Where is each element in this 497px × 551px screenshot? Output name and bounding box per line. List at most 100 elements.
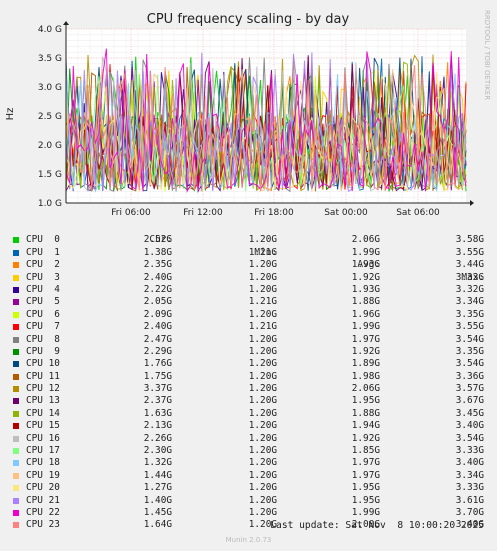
- col-avg-header: Avg:: [357, 259, 380, 271]
- legend-row: CPU 21 1.40G 1.20G 1.95G 3.61G: [0, 495, 497, 507]
- legend-avg-value: 1.99G: [351, 246, 380, 258]
- legend-row: CPU 9 2.29G 1.20G 1.92G 3.35G: [0, 346, 497, 358]
- legend-swatch: [13, 348, 19, 355]
- legend-cpu-name: CPU 14: [26, 407, 60, 419]
- legend-avg-value: 1.92G: [351, 345, 380, 357]
- legend-cur-value: 2.29G: [143, 345, 172, 357]
- legend-swatch: [13, 509, 19, 516]
- legend-row: CPU 2 2.35G 1.20G 1.93G 3.44G: [0, 259, 497, 271]
- legend-avg-value: 1.93G: [351, 259, 380, 271]
- legend-avg-value: 2.06G: [351, 383, 380, 395]
- series-line-cpu-15: [65, 64, 467, 191]
- legend-cur-value: 1.64G: [143, 519, 172, 531]
- legend-row: CPU 12 3.37G 1.20G 2.06G 3.57G: [0, 383, 497, 395]
- legend-max-value: 3.57G: [455, 383, 484, 395]
- legend-cpu-name: CPU 5: [26, 296, 60, 308]
- legend-row: CPU 3 2.40G 1.20G 1.92G 3.33G: [0, 272, 497, 284]
- legend-swatch: [13, 286, 19, 293]
- legend-row: CPU 11 1.75G 1.20G 1.98G 3.36G: [0, 371, 497, 383]
- legend-row: CPU 20 1.27G 1.20G 1.95G 3.33G: [0, 482, 497, 494]
- legend-cur-value: 2.40G: [143, 271, 172, 283]
- col-max-header: Max:: [461, 271, 484, 283]
- series-line-cpu-22: [65, 48, 467, 193]
- y-tick-label: 1.5 G: [38, 170, 62, 180]
- y-axis-label: Hz: [5, 108, 16, 121]
- legend-swatch: [13, 311, 19, 318]
- legend-max-value: 3.54G: [455, 432, 484, 444]
- legend-min-value: 1.20G: [248, 519, 277, 531]
- legend-swatch: [13, 497, 19, 504]
- legend-cur-value: 2.05G: [143, 296, 172, 308]
- legend-swatch: [13, 373, 19, 380]
- legend-max-value: 3.36G: [455, 370, 484, 382]
- legend-max-value: 3.40G: [455, 420, 484, 432]
- legend-swatch: [13, 423, 19, 430]
- legend-row: CPU 0 2.52G 1.20G 2.06G 3.58G: [0, 234, 497, 246]
- legend-table: Cur: Min: Avg: Max: CPU 0 2.52G 1.20G 2.06G…: [0, 222, 497, 532]
- legend-min-value: 1.20G: [248, 358, 277, 370]
- legend-cur-value: 2.30G: [143, 445, 172, 457]
- legend-row: CPU 19 1.44G 1.20G 1.97G 3.34G: [0, 470, 497, 482]
- col-min-header: Min:: [254, 246, 277, 258]
- legend-cpu-name: CPU 23: [26, 519, 60, 531]
- series-lines: [65, 48, 467, 193]
- legend-max-value: 3.35G: [455, 308, 484, 320]
- legend-cur-value: 2.09G: [143, 308, 172, 320]
- legend-max-value: 3.70G: [455, 506, 484, 518]
- legend-max-value: 3.40G: [455, 457, 484, 469]
- legend-avg-value: 1.88G: [351, 296, 380, 308]
- legend-avg-value: 1.99G: [351, 321, 380, 333]
- legend-min-value: 1.20G: [248, 283, 277, 295]
- legend-avg-value: 1.92G: [351, 432, 380, 444]
- legend-cur-value: 2.26G: [143, 432, 172, 444]
- legend-avg-value: 1.96G: [351, 308, 380, 320]
- legend-row: CPU 4 2.22G 1.20G 1.93G 3.32G: [0, 284, 497, 296]
- legend-cpu-name: CPU 10: [26, 358, 60, 370]
- series-line-cpu-23: [65, 65, 467, 192]
- legend-max-value: 3.58G: [455, 234, 484, 246]
- legend-max-value: 3.35G: [455, 345, 484, 357]
- legend-swatch: [13, 361, 19, 368]
- legend-max-value: 3.54G: [455, 358, 484, 370]
- legend-cpu-name: CPU 13: [26, 395, 60, 407]
- legend-cpu-name: CPU 6: [26, 308, 60, 320]
- legend-max-value: 3.61G: [455, 494, 484, 506]
- legend-max-value: 3.33G: [455, 445, 484, 457]
- legend-row: CPU 22 1.45G 1.20G 1.99G 3.70G: [0, 507, 497, 519]
- legend-cpu-name: CPU 18: [26, 457, 60, 469]
- legend-cpu-name: CPU 17: [26, 445, 60, 457]
- legend-avg-value: 2.00G: [351, 519, 380, 531]
- legend-avg-value: 2.06G: [351, 234, 380, 246]
- legend-rows: CPU 0 2.52G 1.20G 2.06G 3.58G CPU 1 1.38G 1.21G…: [0, 234, 497, 531]
- legend-avg-value: 1.97G: [351, 469, 380, 481]
- legend-cur-value: 1.40G: [143, 494, 172, 506]
- legend-cur-value: 1.75G: [143, 370, 172, 382]
- y-tick-label: 2.0 G: [38, 141, 62, 151]
- y-axis-arrow: [63, 21, 69, 25]
- x-tick-label: Fri 12:00: [183, 208, 223, 218]
- legend-swatch: [13, 324, 19, 331]
- legend-row: CPU 8 2.47G 1.20G 1.97G 3.54G: [0, 334, 497, 346]
- legend-cpu-name: CPU 7: [26, 321, 60, 333]
- legend-cpu-name: CPU 22: [26, 506, 60, 518]
- legend-min-value: 1.20G: [248, 457, 277, 469]
- legend-min-value: 1.20G: [248, 333, 277, 345]
- legend-max-value: 3.55G: [455, 321, 484, 333]
- legend-min-value: 1.20G: [248, 271, 277, 283]
- legend-max-value: 3.55G: [455, 246, 484, 258]
- y-tick-label: 3.0 G: [38, 83, 62, 93]
- legend-min-value: 1.20G: [248, 469, 277, 481]
- legend-swatch: [13, 448, 19, 455]
- x-tick-label: Fri 06:00: [111, 208, 151, 218]
- legend-cpu-name: CPU 20: [26, 482, 60, 494]
- legend-swatch: [13, 435, 19, 442]
- x-axis-arrow: [470, 200, 474, 206]
- legend-avg-value: 1.85G: [351, 445, 380, 457]
- tick-labels: 1.0 G 1.5 G 2.0 G 2.5 G 3.0 G 3.5 G 4.0 G Fri 0…: [38, 25, 440, 218]
- legend-swatch: [13, 460, 19, 467]
- legend-cpu-name: CPU 21: [26, 494, 60, 506]
- legend-avg-value: 1.98G: [351, 370, 380, 382]
- legend-min-value: 1.20G: [248, 395, 277, 407]
- x-tick-label: Sat 06:00: [396, 208, 440, 218]
- legend-swatch: [13, 485, 19, 492]
